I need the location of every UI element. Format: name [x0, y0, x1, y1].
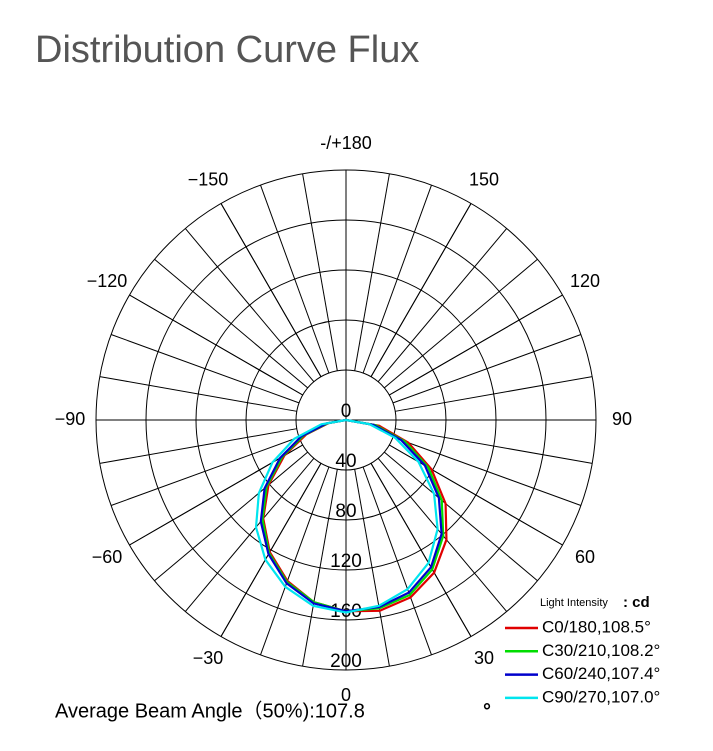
angle-grid-line — [129, 444, 303, 546]
angle-tick-label: −30 — [193, 648, 224, 668]
legend-label: C90/270,107.0° — [542, 687, 660, 706]
angle-grid-line — [389, 294, 563, 396]
angle-tick-label: 30 — [474, 648, 494, 668]
angle-grid-line — [370, 203, 472, 377]
angle-tick-label: 90 — [612, 409, 632, 429]
legend-label: C60/240,107.4° — [542, 664, 660, 683]
angle-tick-label: -/+180 — [320, 133, 372, 153]
annotation: Average Beam Angle（50%):107.8 — [55, 699, 365, 722]
r-tick-label: 0 — [341, 401, 352, 422]
angle-grid-line — [129, 294, 303, 396]
angle-tick-label: −60 — [92, 547, 123, 567]
angle-grid-line — [370, 463, 472, 637]
angle-tick-label: 0 — [341, 685, 351, 705]
series-line — [254, 418, 439, 614]
angle-tick-label: 60 — [575, 547, 595, 567]
legend-unit: : cd — [623, 594, 650, 611]
legend-title: Light Intensity — [540, 597, 608, 609]
annotation-unit: ° — [483, 700, 491, 722]
angle-tick-label: 150 — [469, 170, 499, 190]
angle-tick-label: 120 — [570, 271, 600, 291]
series-line — [259, 418, 443, 613]
angle-tick-label: −150 — [188, 170, 229, 190]
chart-title: Distribution Curve Flux — [35, 29, 419, 71]
legend-label: C30/210,108.2° — [542, 641, 660, 660]
angle-tick-label: −120 — [87, 271, 128, 291]
legend-label: C0/180,108.5° — [542, 617, 651, 636]
angle-grid-line — [220, 463, 322, 637]
angle-tick-label: −90 — [55, 409, 86, 429]
angle-grid-line — [220, 203, 322, 377]
r-tick-label: 40 — [335, 451, 356, 472]
